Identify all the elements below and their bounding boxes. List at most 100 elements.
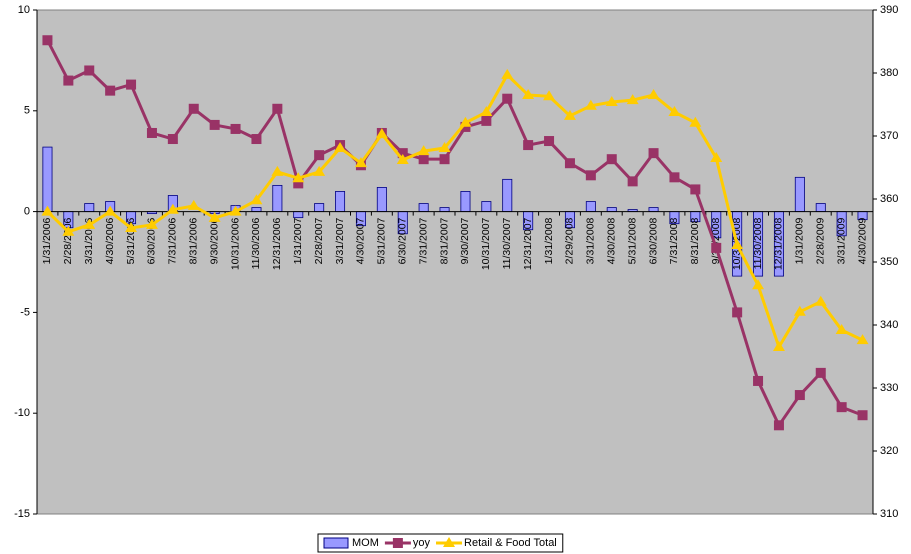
- x-tick-label: 1/31/2006: [41, 217, 53, 264]
- x-tick-label: 4/30/2006: [104, 217, 116, 264]
- marker: [84, 65, 95, 76]
- marker: [835, 324, 848, 335]
- x-tick-label: 2/28/2007: [313, 217, 325, 264]
- marker: [83, 218, 96, 229]
- series-line: [46, 39, 864, 429]
- y-tick-label: -5: [20, 306, 30, 318]
- marker: [606, 154, 617, 165]
- legend: MOM yoy Retail & Food Total: [317, 533, 564, 553]
- marker: [63, 75, 74, 86]
- x-tick-label: 6/30/2007: [397, 217, 409, 264]
- bar: [84, 203, 95, 212]
- x-tick-label: 3/31/2006: [83, 217, 95, 264]
- legend-label: yoy: [413, 537, 431, 549]
- x-tick-label: 5/31/2007: [376, 217, 388, 264]
- legend-label: Retail & Food Total: [464, 537, 557, 549]
- marker: [710, 152, 723, 163]
- bar: [418, 203, 429, 212]
- y2-tick-label: 390: [880, 4, 898, 16]
- marker: [105, 85, 116, 96]
- x-tick-label: 4/30/2009: [856, 217, 868, 264]
- x-tick-label: 12/31/2008: [773, 217, 785, 270]
- marker: [459, 116, 472, 127]
- marker: [523, 140, 534, 151]
- marker: [397, 148, 408, 159]
- marker: [146, 127, 157, 138]
- marker: [814, 295, 827, 306]
- marker: [250, 194, 263, 205]
- y-tick-label: 0: [24, 206, 30, 218]
- marker: [272, 103, 283, 114]
- x-tick-label: 3/31/2009: [835, 217, 847, 264]
- x-tick-label: 9/30/2007: [459, 217, 471, 264]
- marker: [126, 79, 137, 90]
- y2-tick-label: 360: [880, 193, 898, 205]
- marker: [42, 35, 53, 46]
- marker: [668, 106, 681, 117]
- marker: [732, 307, 743, 318]
- y2-tick-label: 350: [880, 256, 898, 268]
- marker: [187, 199, 200, 210]
- marker: [731, 238, 744, 249]
- y2-tick-label: 330: [880, 382, 898, 394]
- x-tick-label: 4/30/2008: [606, 217, 618, 264]
- legend-marker: [443, 537, 456, 547]
- marker: [669, 172, 680, 183]
- x-tick-label: 1/31/2008: [543, 217, 555, 264]
- marker: [690, 184, 701, 195]
- bar: [606, 207, 617, 212]
- marker: [522, 89, 535, 100]
- marker: [793, 305, 806, 316]
- y2-tick-label: 370: [880, 130, 898, 142]
- y-tick-label: -15: [14, 508, 30, 520]
- marker: [41, 205, 54, 216]
- marker: [439, 154, 450, 165]
- marker: [502, 93, 513, 104]
- marker: [188, 103, 199, 114]
- marker: [627, 176, 638, 187]
- x-tick-label: 8/31/2007: [438, 217, 450, 264]
- marker: [480, 106, 493, 117]
- marker: [314, 150, 325, 161]
- x-tick-label: 1/31/2009: [794, 217, 806, 264]
- bar: [794, 176, 805, 213]
- marker: [418, 154, 429, 165]
- marker: [166, 203, 179, 214]
- marker: [230, 123, 241, 134]
- marker: [62, 225, 75, 236]
- y2-tick-label: 310: [880, 508, 898, 520]
- marker: [563, 109, 576, 120]
- marker: [145, 218, 158, 229]
- marker: [125, 221, 138, 232]
- y-tick-label: 10: [18, 4, 30, 16]
- marker: [460, 121, 471, 132]
- marker: [396, 153, 409, 164]
- x-tick-label: 6/30/2008: [647, 217, 659, 264]
- x-tick-label: 3/31/2007: [334, 217, 346, 264]
- marker: [584, 99, 597, 110]
- marker: [857, 410, 868, 421]
- marker: [417, 145, 430, 156]
- bar: [648, 207, 659, 212]
- x-tick-label: 7/31/2007: [417, 217, 429, 264]
- x-tick-label: 11/30/2007: [501, 217, 513, 269]
- marker: [438, 141, 451, 152]
- marker: [292, 172, 305, 183]
- x-tick-label: 2/28/2006: [62, 217, 74, 264]
- y-tick-label: -10: [14, 407, 30, 419]
- legend-swatch: [323, 537, 349, 549]
- bar: [815, 203, 826, 212]
- marker: [104, 205, 117, 216]
- x-tick-label: 8/31/2008: [689, 217, 701, 264]
- y2-tick-label: 320: [880, 445, 898, 457]
- marker: [648, 148, 659, 159]
- marker: [251, 134, 262, 145]
- marker: [773, 420, 784, 431]
- bar: [272, 184, 283, 212]
- legend-marker: [392, 538, 403, 548]
- marker: [375, 128, 388, 139]
- marker: [564, 158, 575, 169]
- marker: [501, 68, 514, 79]
- marker: [313, 165, 326, 176]
- bar: [481, 201, 492, 213]
